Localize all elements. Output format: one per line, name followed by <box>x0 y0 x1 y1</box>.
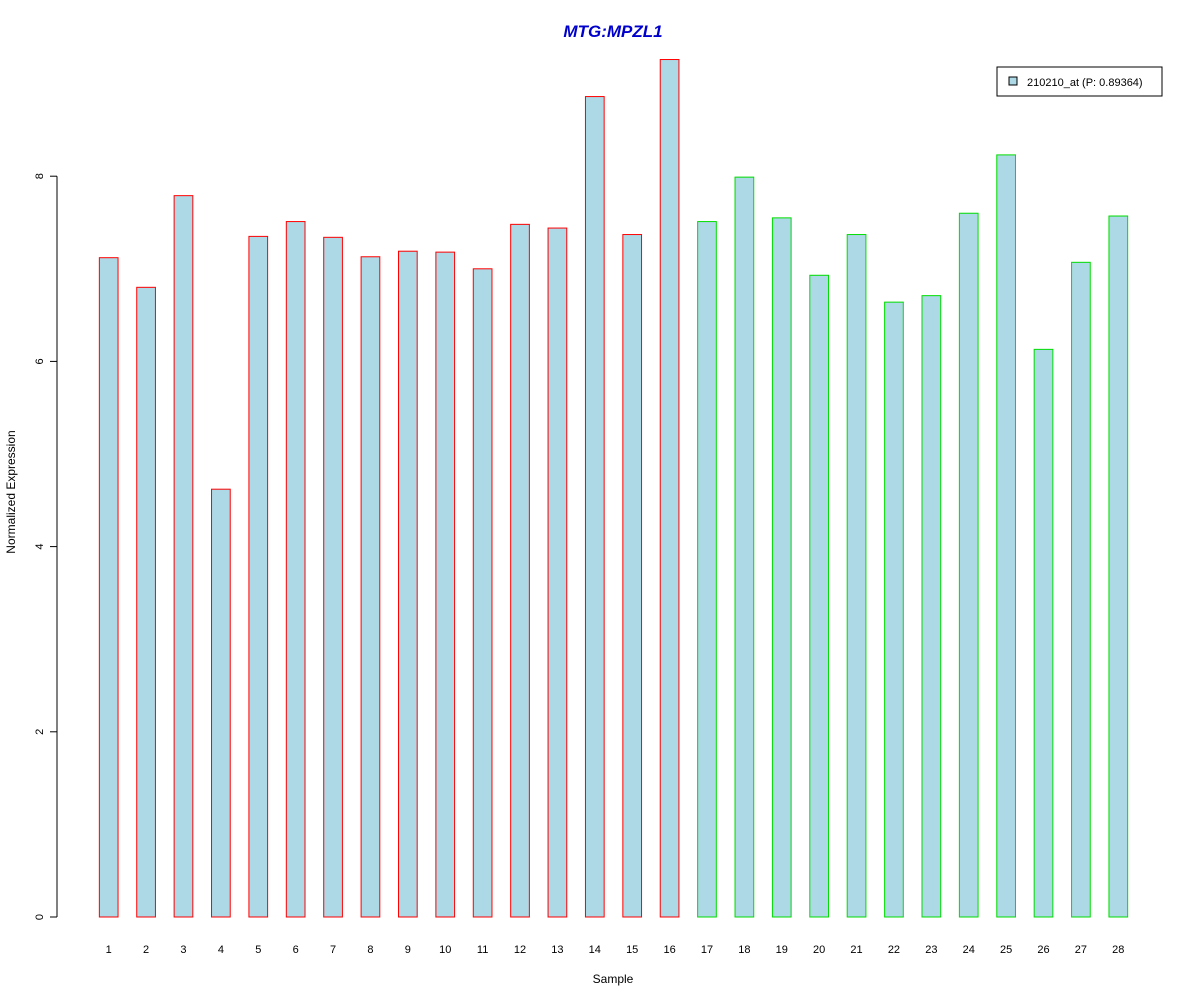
bar-sample-6 <box>285 221 306 918</box>
legend: 210210_at (P: 0.89364) <box>996 66 1163 97</box>
y-tick-label: 4 <box>34 544 46 550</box>
x-tick-label: 28 <box>1112 944 1124 956</box>
bar-sample-15 <box>622 234 643 918</box>
x-tick-label: 26 <box>1037 944 1049 956</box>
bar-sample-26 <box>1033 348 1054 918</box>
bar-sample-8 <box>360 256 381 918</box>
bar-sample-13 <box>547 227 568 918</box>
bar-sample-28 <box>1108 215 1129 918</box>
bar-sample-27 <box>1071 261 1091 918</box>
y-tick-label: 8 <box>34 173 46 179</box>
x-tick-label: 16 <box>663 944 675 956</box>
x-tick-label: 5 <box>255 944 261 956</box>
x-tick-label: 9 <box>405 944 411 956</box>
x-tick-label: 15 <box>626 944 638 956</box>
bar-sample-17 <box>697 221 717 918</box>
bar-sample-11 <box>472 268 493 918</box>
chart-title: MTG:MPZL1 <box>563 22 662 41</box>
x-tick-label: 17 <box>701 944 713 956</box>
x-tick-label: 10 <box>439 944 451 956</box>
bar-sample-9 <box>397 250 418 918</box>
bar-sample-25 <box>996 154 1016 918</box>
x-tick-label: 14 <box>589 944 601 956</box>
x-tick-label: 25 <box>1000 944 1012 956</box>
x-tick-label: 11 <box>477 944 488 956</box>
x-axis-label: Sample <box>593 972 634 986</box>
bar-sample-24 <box>958 212 979 918</box>
bar-sample-14 <box>584 96 605 918</box>
legend-entry-label: 210210_at (P: 0.89364) <box>1027 77 1143 89</box>
bar-sample-7 <box>323 236 343 918</box>
x-tick-label: 24 <box>963 944 975 956</box>
x-tick-label: 12 <box>514 944 526 956</box>
x-tick-label: 6 <box>293 944 299 956</box>
x-tick-label: 18 <box>738 944 750 956</box>
x-tick-label: 1 <box>106 944 112 956</box>
x-tick-label: 23 <box>925 944 937 956</box>
bar-sample-3 <box>173 195 194 918</box>
bar-sample-22 <box>884 301 904 918</box>
x-tick-label: 19 <box>776 944 788 956</box>
y-tick-label: 6 <box>34 358 46 364</box>
bar-sample-19 <box>771 217 792 918</box>
legend-swatch <box>1008 76 1018 86</box>
bar-sample-12 <box>510 223 530 918</box>
bar-sample-2 <box>136 286 156 918</box>
legend-box <box>996 66 1163 97</box>
x-tick-label: 20 <box>813 944 825 956</box>
x-tick-labels: 1 2 3 4 5 6 7 8 9 10 11 12 13 14 15 16 17 18 19 20 21 22 23 24 2… <box>106 944 1125 956</box>
bar-sample-18 <box>734 176 755 918</box>
bar-sample-23 <box>921 295 942 918</box>
x-tick-label: 7 <box>330 944 336 956</box>
y-tick-label: 0 <box>34 914 46 920</box>
bar-sample-21 <box>846 234 867 918</box>
bar-sample-5 <box>248 235 269 918</box>
bar-sample-1 <box>98 257 119 918</box>
y-tick-label: 2 <box>34 729 46 735</box>
x-tick-label: 13 <box>551 944 563 956</box>
y-axis-label: Normalized Expression <box>4 430 18 553</box>
bars <box>98 59 1129 918</box>
bar-sample-10 <box>435 251 456 918</box>
x-tick-label: 8 <box>367 944 373 956</box>
x-tick-label: 4 <box>218 944 224 956</box>
x-tick-label: 3 <box>180 944 186 956</box>
x-tick-label: 21 <box>850 944 862 956</box>
x-tick-label: 2 <box>143 944 149 956</box>
x-tick-label: 22 <box>888 944 900 956</box>
x-tick-label: 27 <box>1075 944 1087 956</box>
bar-sample-20 <box>809 274 830 918</box>
bar-sample-16 <box>659 59 680 918</box>
y-axis: 0 2 4 6 8 <box>34 173 58 920</box>
bar-sample-4 <box>211 488 231 918</box>
